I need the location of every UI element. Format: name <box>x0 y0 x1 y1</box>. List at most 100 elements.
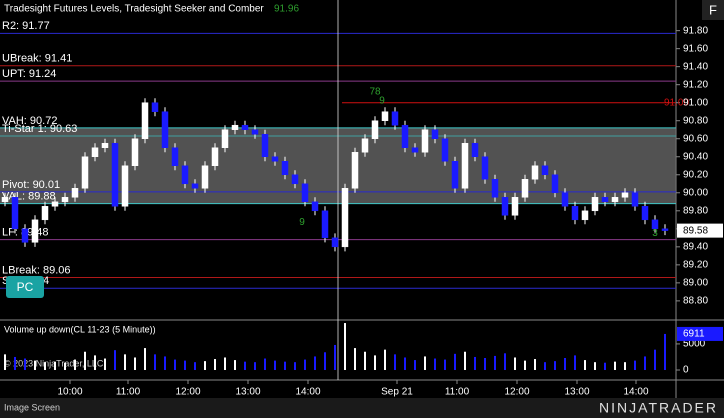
volume-bar <box>334 344 336 370</box>
candle-body <box>611 197 619 203</box>
volume-bar <box>234 360 236 370</box>
candle-body <box>581 210 589 221</box>
x-tick-label: 10:00 <box>57 387 82 398</box>
last-volume-label: 6911 <box>683 329 705 340</box>
candle-body <box>551 174 559 194</box>
f-button[interactable] <box>702 0 724 20</box>
candle-body <box>331 237 339 248</box>
signal-label: 9 <box>299 217 305 228</box>
x-tick-label: 14:00 <box>623 387 648 398</box>
volume-bar <box>654 349 656 370</box>
volume-bar <box>304 359 306 370</box>
volume-bar <box>474 356 476 370</box>
volume-bar <box>294 362 296 370</box>
volume-bar <box>664 333 666 370</box>
volume-bar <box>24 358 26 370</box>
volume-bar <box>524 360 526 370</box>
candle-body <box>651 219 659 230</box>
volume-bar <box>74 359 76 370</box>
last-price-label: 89.58 <box>683 225 708 236</box>
y-tick-label: 91.00 <box>683 97 708 108</box>
candle-body <box>371 120 379 139</box>
y-tick-label: 90.60 <box>683 133 708 144</box>
candle-body <box>111 142 119 207</box>
candle-body <box>531 165 539 180</box>
candle-body <box>291 174 299 185</box>
candle-body <box>661 228 669 231</box>
volume-bar <box>124 354 126 370</box>
volume-bar <box>514 357 516 370</box>
volume-bar <box>644 356 646 370</box>
volume-bar <box>634 360 636 370</box>
volume-bar <box>504 353 506 370</box>
y-tick-label: 90.00 <box>683 187 708 198</box>
candle-body <box>401 124 409 148</box>
volume-bar <box>264 358 266 370</box>
candle-body <box>501 197 509 216</box>
candle-body <box>481 156 489 180</box>
candle-body <box>101 142 109 148</box>
y-tick-label: 89.20 <box>683 259 708 270</box>
pc-button[interactable] <box>6 276 44 298</box>
volume-bar <box>384 349 386 370</box>
volume-bar <box>534 359 536 370</box>
volume-title: Volume up down(CL 11-23 (5 Minute)) <box>4 324 156 334</box>
volume-bar <box>164 356 166 370</box>
y-tick-label: 90.80 <box>683 115 708 126</box>
volume-bar <box>324 352 326 370</box>
volume-bar <box>44 362 46 370</box>
level-label: UBreak: 91.41 <box>2 53 72 65</box>
volume-bar <box>494 355 496 370</box>
f-button-label[interactable]: F <box>709 2 717 17</box>
volume-bar <box>454 353 456 370</box>
x-tick-label: 13:00 <box>564 387 589 398</box>
candle-body <box>1 197 9 203</box>
volume-bar <box>344 323 346 370</box>
volume-bar <box>594 362 596 370</box>
candle-body <box>391 111 399 126</box>
volume-bar <box>354 348 356 370</box>
volume-bar <box>434 358 436 370</box>
candle-body <box>171 147 179 167</box>
level-label: Ti-Star 1: 90.63 <box>2 123 77 135</box>
volume-bar <box>484 358 486 370</box>
volume-bar <box>544 362 546 370</box>
volume-bar <box>54 361 56 370</box>
y-tick-label: 89.80 <box>683 205 708 216</box>
candle-body <box>561 192 569 207</box>
volume-bar <box>614 361 616 370</box>
y-tick-label: 91.80 <box>683 25 708 36</box>
volume-tick-label: 5000 <box>683 339 706 350</box>
candle-body <box>61 197 69 203</box>
volume-bar <box>624 362 626 370</box>
candle-body <box>251 129 259 135</box>
volume-bar <box>254 362 256 370</box>
candle-body <box>471 142 479 157</box>
candle-body <box>341 188 349 248</box>
volume-bar <box>414 360 416 370</box>
pc-button-label[interactable]: PC <box>17 280 34 294</box>
y-tick-label: 90.40 <box>683 151 708 162</box>
candle-body <box>631 192 639 207</box>
level-label: VAL: 89.88 <box>2 190 56 202</box>
volume-bar <box>154 354 156 370</box>
candle-body <box>261 133 269 157</box>
candle-body <box>121 165 129 207</box>
volume-bar <box>184 360 186 370</box>
candle-body <box>541 165 549 176</box>
volume-bar <box>424 356 426 370</box>
level-label: LBreak: 89.06 <box>2 264 71 276</box>
volume-bar <box>444 359 446 370</box>
y-tick-label: 91.20 <box>683 79 708 90</box>
volume-bar <box>274 360 276 370</box>
x-tick-label: Sep 21 <box>381 387 413 398</box>
title-value: 91.96 <box>274 4 299 15</box>
candle-body <box>131 138 139 167</box>
logo: NINJATRADER <box>599 400 718 416</box>
candle-body <box>161 111 169 148</box>
volume-bar <box>574 355 576 370</box>
volume-bar <box>64 362 66 370</box>
candle-body <box>571 206 579 221</box>
volume-bar <box>174 359 176 370</box>
